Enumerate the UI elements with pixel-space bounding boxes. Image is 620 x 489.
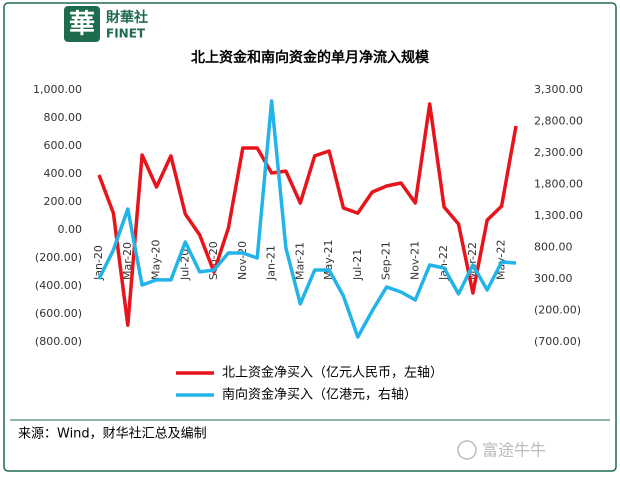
x-tick-label: Mar-20: [121, 242, 134, 280]
brand-icon: [457, 440, 477, 460]
y-tick-label: 400.00: [44, 167, 83, 180]
x-tick-label: Jan-20: [92, 245, 105, 281]
source: 来源：Wind，财华社汇总及编制: [18, 426, 207, 442]
series-line: [97, 99, 517, 339]
y2-tick-label: 3,300.00: [534, 83, 583, 96]
series-line: [97, 102, 518, 327]
logo-box: [64, 6, 100, 42]
footer-brand: 富途牛牛: [482, 441, 546, 460]
y2-tick-label: (200.00): [534, 304, 581, 317]
y-tick-label: 1,000.00: [33, 83, 82, 96]
y-tick-label: 0.00: [58, 223, 83, 236]
y2-tick-label: (700.00): [534, 335, 581, 348]
y2-tick-label: 300.00: [534, 272, 573, 285]
y2-tick-label: 1,800.00: [534, 178, 583, 191]
y-tick-label: 600.00: [44, 139, 83, 152]
y-tick-label: (200.00): [35, 251, 82, 264]
legend-label: 南向资金净买入（亿港元，右轴）: [222, 387, 417, 403]
frame: [3, 2, 617, 472]
legend-label: 北上资金净买入（亿元人民币，左轴）: [222, 365, 443, 381]
y-tick-label: (400.00): [35, 279, 82, 292]
x-tick-label: Jul-21: [351, 249, 364, 281]
y2-tick-label: 800.00: [534, 241, 573, 254]
brand: 財華社: [105, 9, 148, 26]
y-tick-label: (800.00): [35, 335, 82, 348]
x-tick-label: Nov-20: [236, 241, 249, 280]
y2-tick-label: 1,300.00: [534, 209, 583, 222]
chart-title: 北上资金和南向资金的单月净流入规模: [191, 49, 430, 66]
brand-en: FINET: [106, 27, 146, 41]
x-tick-label: Nov-21: [408, 241, 421, 280]
x-tick-label: May-20: [150, 239, 163, 280]
logo: 華: [69, 10, 95, 40]
y-tick-label: 800.00: [44, 111, 83, 124]
x-tick-label: Jan-21: [265, 245, 278, 281]
y-tick-label: (600.00): [35, 307, 82, 320]
y2-tick-label: 2,800.00: [534, 115, 583, 128]
y-tick-label: 200.00: [44, 195, 83, 208]
x-tick-label: Mar-21: [293, 242, 306, 280]
y2-tick-label: 2,300.00: [534, 146, 583, 159]
x-tick-label: Sep-21: [380, 241, 393, 280]
